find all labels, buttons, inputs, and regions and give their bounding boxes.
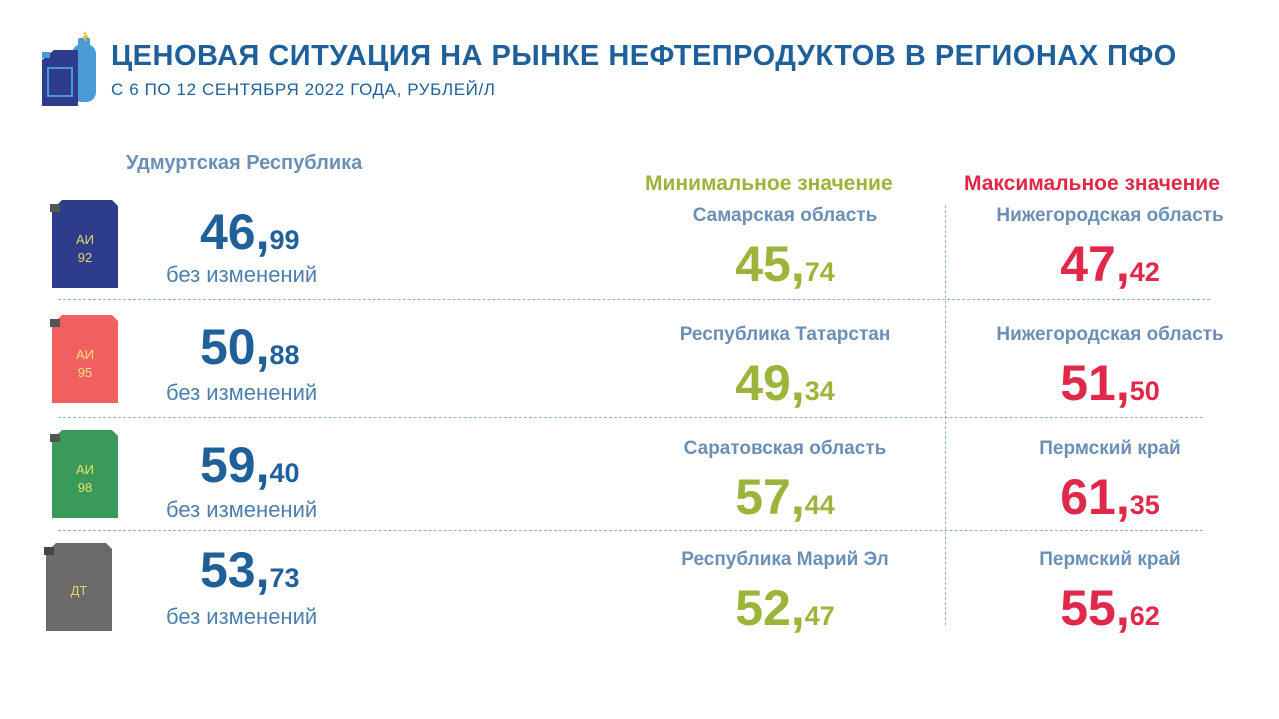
min-value: 45,74: [735, 236, 835, 292]
max-region: Нижегородская область: [996, 205, 1224, 226]
min-region: Республика Марий Эл: [681, 549, 889, 570]
price-ai92: 46,99: [200, 204, 300, 260]
min-cell-ai92: Самарская область 45,74: [625, 205, 945, 289]
status-ai92: без изменений: [166, 262, 318, 287]
column-divider: [945, 205, 946, 625]
min-column-heading: Минимальное значение: [645, 172, 893, 195]
min-cell-ai98: Саратовская область 57,44: [625, 438, 945, 522]
min-region: Самарская область: [692, 205, 878, 226]
min-region: Саратовская область: [683, 438, 887, 459]
fuel-label-line1: ДТ: [71, 583, 88, 598]
fuel-label-line2: 95: [78, 365, 92, 380]
max-cell-ai95: Нижегородская область 51,50: [950, 324, 1270, 408]
min-cell-ai95: Республика Татарстан 49,34: [625, 324, 945, 408]
min-value: 49,34: [735, 355, 835, 411]
max-region: Нижегородская область: [996, 324, 1224, 345]
max-value: 51,50: [1060, 355, 1160, 411]
max-region: Пермский край: [1039, 549, 1181, 570]
page-subtitle: С 6 ПО 12 СЕНТЯБРЯ 2022 ГОДА, РУБЛЕЙ/Л: [111, 80, 496, 99]
price-ai98: 59,40: [200, 437, 300, 493]
fuel-label-line1: АИ: [76, 462, 94, 477]
diesel-canister-icon: ДТ: [44, 543, 112, 631]
max-cell-ai92: Нижегородская область 47,42: [950, 205, 1270, 289]
row-divider: [58, 530, 1203, 531]
ai95-canister-icon: АИ 95: [50, 315, 118, 403]
status-ai95: без изменений: [166, 380, 318, 405]
min-value: 52,47: [735, 580, 835, 636]
page-title: ЦЕНОВАЯ СИТУАЦИЯ НА РЫНКЕ НЕФТЕПРОДУКТОВ…: [111, 40, 1177, 72]
min-value: 57,44: [735, 469, 835, 525]
ai98-canister-icon: АИ 98: [50, 430, 118, 518]
fuel-label-line2: 92: [78, 250, 92, 265]
region-heading: Удмуртская Республика: [126, 152, 363, 174]
status-ai98: без изменений: [166, 497, 318, 522]
min-cell-dt: Республика Марий Эл 52,47: [625, 549, 945, 633]
max-value: 55,62: [1060, 580, 1160, 636]
max-value: 61,35: [1060, 469, 1160, 525]
max-region: Пермский край: [1039, 438, 1181, 459]
price-dt: 53,73: [200, 542, 300, 598]
row-divider: [58, 417, 1203, 418]
max-cell-ai98: Пермский край 61,35: [950, 438, 1270, 522]
max-value: 47,42: [1060, 236, 1160, 292]
fuel-label-line1: АИ: [76, 232, 94, 247]
fuel-label-line2: 98: [78, 480, 92, 495]
fuel-label-line1: АИ: [76, 347, 94, 362]
max-cell-dt: Пермский край 55,62: [950, 549, 1270, 633]
min-region: Республика Татарстан: [679, 324, 891, 345]
max-column-heading: Максимальное значение: [964, 172, 1220, 195]
price-ai95: 50,88: [200, 319, 300, 375]
row-divider: [58, 299, 1210, 300]
status-dt: без изменений: [166, 604, 318, 629]
ai92-canister-icon: АИ 92: [50, 200, 118, 288]
fuel-canister-logo-icon: [42, 31, 96, 106]
